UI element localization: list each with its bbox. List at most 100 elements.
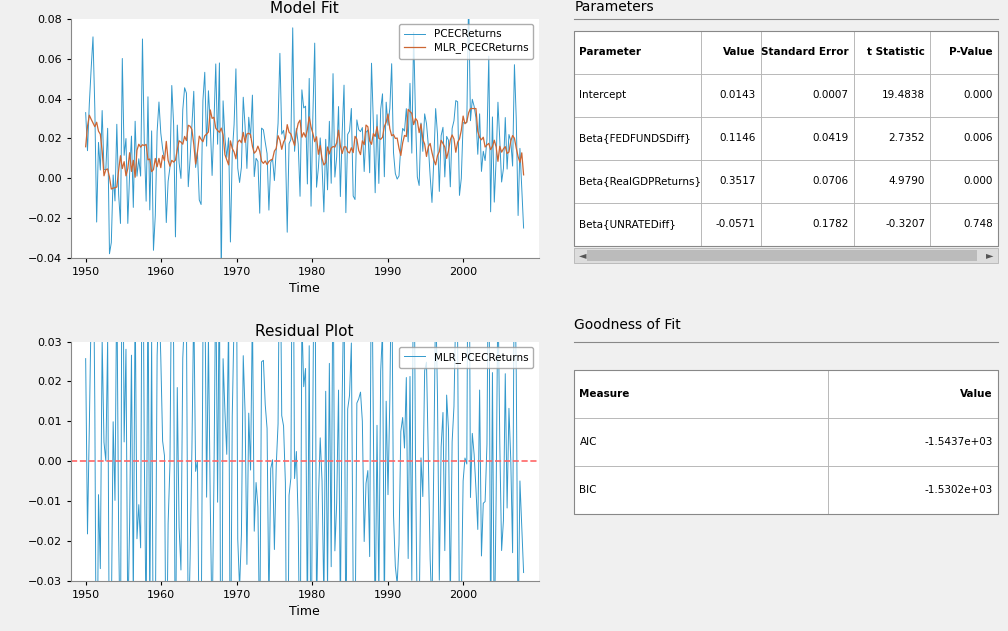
PCECReturns	[517, 224, 529, 232]
PCECReturns	[98, 166, 110, 174]
FancyBboxPatch shape	[761, 31, 854, 74]
Text: AIC: AIC	[580, 437, 597, 447]
MLR_PCECReturns	[490, 143, 502, 151]
Text: ►: ►	[986, 251, 994, 261]
Text: 19.4838: 19.4838	[882, 90, 925, 100]
Line: PCECReturns: PCECReturns	[86, 0, 523, 275]
PCECReturns	[230, 65, 242, 73]
Title: Model Fit: Model Fit	[270, 1, 339, 16]
Text: 0.0706: 0.0706	[812, 177, 849, 186]
FancyBboxPatch shape	[854, 31, 930, 74]
FancyBboxPatch shape	[702, 31, 761, 74]
Text: 0.0143: 0.0143	[720, 90, 756, 100]
Text: 0.000: 0.000	[964, 90, 993, 100]
FancyBboxPatch shape	[575, 160, 702, 203]
Text: 0.006: 0.006	[964, 133, 993, 143]
FancyBboxPatch shape	[761, 203, 854, 246]
Text: 0.3517: 0.3517	[720, 177, 756, 186]
FancyBboxPatch shape	[575, 466, 829, 514]
FancyBboxPatch shape	[829, 418, 998, 466]
Text: 0.748: 0.748	[963, 220, 993, 230]
X-axis label: Time: Time	[289, 283, 320, 295]
FancyBboxPatch shape	[761, 74, 854, 117]
FancyBboxPatch shape	[702, 117, 761, 160]
FancyBboxPatch shape	[702, 74, 761, 117]
FancyBboxPatch shape	[930, 203, 998, 246]
Text: 0.000: 0.000	[964, 177, 993, 186]
Text: 2.7352: 2.7352	[889, 133, 925, 143]
FancyBboxPatch shape	[575, 74, 702, 117]
FancyBboxPatch shape	[575, 370, 829, 418]
FancyBboxPatch shape	[930, 117, 998, 160]
Text: -0.0571: -0.0571	[716, 220, 756, 230]
Text: Intercept: Intercept	[580, 90, 627, 100]
Text: -0.3207: -0.3207	[885, 220, 925, 230]
Text: Beta{UNRATEDiff}: Beta{UNRATEDiff}	[580, 220, 676, 230]
FancyBboxPatch shape	[761, 117, 854, 160]
MLR_PCECReturns	[490, 496, 502, 504]
Text: -1.5302e+03: -1.5302e+03	[924, 485, 993, 495]
MLR_PCECReturns	[517, 569, 529, 576]
Text: 0.1146: 0.1146	[720, 133, 756, 143]
Text: -1.5437e+03: -1.5437e+03	[924, 437, 993, 447]
MLR_PCECReturns	[151, 163, 163, 170]
FancyBboxPatch shape	[575, 418, 829, 466]
FancyBboxPatch shape	[854, 203, 930, 246]
Text: Value: Value	[723, 47, 756, 57]
MLR_PCECReturns	[98, 439, 110, 446]
Line: MLR_PCECReturns: MLR_PCECReturns	[86, 109, 523, 189]
FancyBboxPatch shape	[930, 160, 998, 203]
MLR_PCECReturns	[80, 143, 92, 151]
Text: t Statistic: t Statistic	[867, 47, 925, 57]
X-axis label: Time: Time	[289, 605, 320, 618]
FancyBboxPatch shape	[829, 370, 998, 418]
MLR_PCECReturns	[230, 127, 242, 135]
Text: BIC: BIC	[580, 485, 597, 495]
FancyBboxPatch shape	[575, 203, 702, 246]
MLR_PCECReturns	[149, 628, 161, 631]
Text: Standard Error: Standard Error	[761, 47, 849, 57]
FancyBboxPatch shape	[702, 160, 761, 203]
Text: P-Value: P-Value	[950, 47, 993, 57]
FancyBboxPatch shape	[587, 249, 977, 261]
MLR_PCECReturns	[371, 123, 383, 131]
FancyBboxPatch shape	[854, 160, 930, 203]
MLR_PCECReturns	[98, 172, 110, 180]
MLR_PCECReturns	[109, 497, 121, 504]
PCECReturns	[109, 197, 121, 204]
FancyBboxPatch shape	[854, 117, 930, 160]
Text: 0.0419: 0.0419	[812, 133, 849, 143]
Text: Parameter: Parameter	[580, 47, 641, 57]
FancyBboxPatch shape	[575, 249, 998, 262]
Legend: PCECReturns, MLR_PCECReturns: PCECReturns, MLR_PCECReturns	[399, 24, 533, 59]
Text: Beta{FEDFUNDSDiff}: Beta{FEDFUNDSDiff}	[580, 133, 691, 143]
FancyBboxPatch shape	[575, 117, 702, 160]
FancyBboxPatch shape	[575, 31, 702, 74]
PCECReturns	[149, 211, 161, 219]
FancyBboxPatch shape	[829, 466, 998, 514]
Title: Residual Plot: Residual Plot	[255, 324, 354, 339]
MLR_PCECReturns	[105, 186, 117, 193]
PCECReturns	[216, 271, 228, 279]
FancyBboxPatch shape	[854, 74, 930, 117]
Text: Beta{RealGDPReturns}: Beta{RealGDPReturns}	[580, 177, 702, 186]
Text: 0.1782: 0.1782	[812, 220, 849, 230]
Text: ◄: ◄	[579, 251, 586, 261]
MLR_PCECReturns	[463, 106, 475, 114]
MLR_PCECReturns	[111, 183, 123, 191]
FancyBboxPatch shape	[702, 203, 761, 246]
PCECReturns	[80, 109, 92, 116]
MLR_PCECReturns	[80, 355, 92, 362]
Text: Measure: Measure	[580, 389, 630, 399]
Line: MLR_PCECReturns: MLR_PCECReturns	[86, 110, 523, 631]
MLR_PCECReturns	[517, 171, 529, 179]
PCECReturns	[490, 156, 502, 163]
Text: 0.0007: 0.0007	[812, 90, 849, 100]
Legend: MLR_PCECReturns: MLR_PCECReturns	[399, 347, 533, 368]
Text: Parameters: Parameters	[575, 0, 654, 14]
FancyBboxPatch shape	[930, 31, 998, 74]
FancyBboxPatch shape	[761, 160, 854, 203]
Text: Goodness of Fit: Goodness of Fit	[575, 318, 681, 332]
MLR_PCECReturns	[230, 155, 242, 163]
PCECReturns	[371, 111, 383, 119]
